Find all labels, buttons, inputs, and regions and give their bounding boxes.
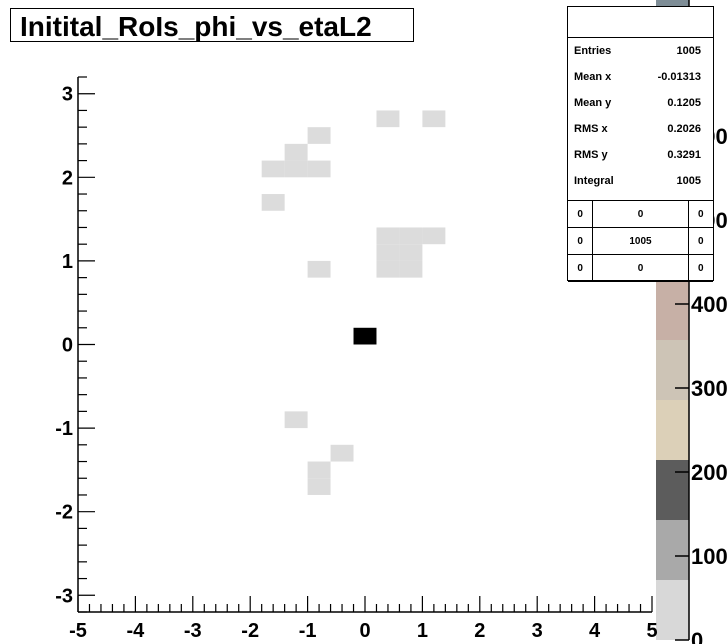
stats-label: RMS y: [574, 149, 608, 161]
stats-rms-x: RMS x 0.2026: [568, 116, 713, 142]
x-tick-label: -4: [127, 620, 146, 642]
stats-grid-row: 0 1005 0: [568, 227, 713, 255]
stats-value: 0.1205: [667, 97, 701, 109]
x-tick-label: 2: [474, 620, 485, 642]
heatmap-cell: [307, 260, 331, 278]
x-tick-label: -2: [241, 620, 259, 642]
stats-grid-cell: 0: [568, 254, 594, 282]
heatmap-cell: [330, 444, 354, 462]
stats-grid-cell: 0: [687, 254, 713, 282]
stats-grid-row: 0 0 0: [568, 254, 713, 282]
heatmap-cell: [399, 244, 423, 261]
colorbar-segment: [656, 280, 689, 340]
stats-grid-cell: 0: [687, 200, 713, 228]
x-tick-label: 5: [646, 620, 657, 642]
heatmap-cell: [307, 478, 331, 495]
heatmap-cell: [284, 143, 308, 161]
heatmap-cell: [284, 411, 308, 429]
y-tick-label: 2: [62, 167, 73, 189]
chart-title: Initital_RoIs_phi_vs_etaL2: [20, 11, 372, 42]
heatmap-cell: [284, 160, 308, 178]
stats-grid-cell: 0: [592, 254, 689, 282]
heatmap-cell: [353, 327, 377, 345]
stats-header: [568, 7, 713, 38]
stats-label: Mean y: [574, 97, 612, 109]
colorbar-segment: [656, 520, 689, 580]
x-tick-label: 1: [417, 620, 428, 642]
heatmap-cell: [376, 110, 400, 128]
stats-value: -0.01313: [657, 71, 701, 83]
heatmap-cell: [376, 244, 400, 261]
stats-label: Entries: [574, 45, 612, 57]
stats-value: 0.2026: [667, 123, 701, 135]
y-tick-label: 3: [62, 84, 73, 106]
stats-grid-cell: 0: [568, 200, 594, 228]
heatmap-cell: [399, 227, 423, 245]
colorbar-segment: [656, 340, 689, 400]
x-tick-label: -3: [184, 620, 202, 642]
title-box: [10, 8, 414, 42]
stats-mean-x: Mean x -0.01313: [568, 64, 713, 90]
heatmap-cell: [422, 110, 446, 128]
stats-value: 1005: [676, 45, 701, 57]
y-tick-label: 0: [62, 335, 73, 357]
colorbar-tick-label: 400: [691, 292, 727, 317]
colorbar-tick-label: 300: [691, 376, 727, 401]
colorbar-tick-label: 200: [691, 460, 727, 485]
x-tick-label: 3: [532, 620, 543, 642]
y-tick-label: -2: [55, 502, 73, 524]
heatmap-cell: [307, 160, 331, 178]
stats-value: 0.3291: [667, 149, 701, 161]
y-tick-label: -3: [55, 585, 73, 607]
stats-grid-cell: 0: [687, 227, 713, 255]
heatmap-cell: [261, 194, 285, 211]
heatmap-cell: [307, 127, 331, 144]
stats-label: RMS x: [574, 123, 608, 135]
heatmap-cell: [261, 160, 285, 178]
stats-label: Integral: [574, 175, 614, 187]
heatmap-cell: [399, 260, 423, 278]
y-tick-label: -1: [55, 418, 73, 440]
heatmap-cell: [376, 260, 400, 278]
stats-mean-y: Mean y 0.1205: [568, 90, 713, 116]
stats-grid-row: 0 0 0: [568, 200, 713, 228]
colorbar-tick-label: 0: [691, 628, 703, 644]
colorbar-segment: [656, 460, 689, 520]
stats-grid-cell: 0: [592, 200, 689, 228]
x-tick-label: 4: [589, 620, 601, 642]
stats-value: 1005: [676, 175, 701, 187]
stats-integral: Integral 1005: [568, 168, 713, 194]
heatmap-cell: [422, 227, 446, 245]
stats-grid: 0 0 0 0 1005 0 0 0 0: [568, 200, 713, 282]
y-tick-label: 1: [62, 251, 73, 273]
stats-box: Entries 1005 Mean x -0.01313 Mean y 0.1205 …: [567, 6, 714, 282]
stats-entries: Entries 1005: [568, 38, 713, 64]
stats-label: Mean x: [574, 71, 612, 83]
stats-rms-y: RMS y 0.3291: [568, 142, 713, 168]
x-tick-label: -5: [69, 620, 87, 642]
colorbar-tick-label: 100: [691, 544, 727, 569]
x-tick-label: 0: [359, 620, 370, 642]
colorbar-segment: [656, 580, 689, 640]
stats-grid-cell: 0: [568, 227, 594, 255]
heatmap-cell: [376, 227, 400, 245]
stats-grid-cell: 1005: [592, 227, 689, 255]
colorbar-segment: [656, 400, 689, 460]
heatmap-cell: [307, 461, 331, 479]
x-tick-label: -1: [299, 620, 317, 642]
